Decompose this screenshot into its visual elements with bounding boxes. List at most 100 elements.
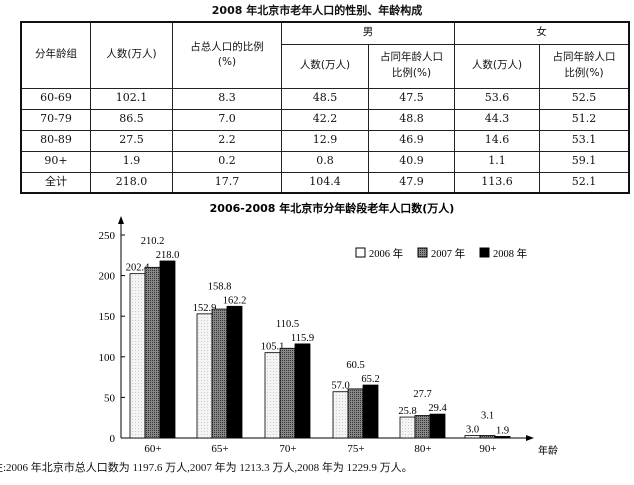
bar-value-label: 210.2 bbox=[141, 236, 165, 247]
table-cell: 44.3 bbox=[454, 108, 540, 131]
header-male-share: 占同年龄人口 比例(%) bbox=[368, 43, 455, 89]
x-tick-label: 80+ bbox=[414, 443, 431, 455]
table-cell: 8.3 bbox=[172, 87, 282, 110]
header-male-share-line1: 占同年龄人口 bbox=[380, 51, 443, 64]
bar bbox=[429, 413, 446, 439]
bar bbox=[279, 347, 296, 439]
table-title: 2008 年北京市老年人口的性别、年龄构成 bbox=[211, 4, 423, 17]
header-female-share: 占同年龄人口 比例(%) bbox=[539, 43, 630, 89]
x-tick-label: 75+ bbox=[347, 443, 364, 455]
header-share-total-line2: (%) bbox=[217, 56, 237, 69]
bar bbox=[129, 273, 146, 439]
table-cell: 40.9 bbox=[368, 150, 455, 173]
population-table: 分年龄组 人数(万人) 占总人口的比例 (%) 男 女 人数(万人) 占同年龄人口… bbox=[20, 21, 630, 194]
header-count: 人数(万人) bbox=[90, 21, 173, 89]
bar-value-label: 105.1 bbox=[261, 342, 285, 353]
bar bbox=[332, 391, 349, 439]
table-cell: 12.9 bbox=[281, 129, 369, 152]
table-cell: 1.9 bbox=[90, 150, 173, 173]
bar bbox=[294, 343, 311, 439]
table-row: 80-89 27.5 2.2 12.9 46.9 14.6 53.1 bbox=[20, 129, 630, 152]
table-cell: 7.0 bbox=[172, 108, 282, 131]
table-cell: 80-89 bbox=[20, 129, 91, 152]
table-cell: 1.1 bbox=[454, 150, 540, 173]
x-axis-label: 年龄 bbox=[538, 444, 558, 457]
table-cell: 90+ bbox=[20, 150, 91, 173]
legend-swatch bbox=[355, 247, 366, 258]
table-cell: 47.5 bbox=[368, 87, 455, 110]
bar bbox=[196, 313, 213, 439]
table-cell: 60-69 bbox=[20, 87, 91, 110]
bar-value-label: 1.9 bbox=[496, 425, 509, 436]
table-cell: 0.2 bbox=[172, 150, 282, 173]
bar bbox=[211, 308, 228, 439]
bar bbox=[347, 388, 364, 439]
table-row: 70-79 86.5 7.0 42.2 48.8 44.3 51.2 bbox=[20, 108, 630, 131]
header-age-group: 分年龄组 bbox=[20, 21, 91, 89]
bar-value-label: 158.8 bbox=[208, 281, 232, 292]
table-cell: 46.9 bbox=[368, 129, 455, 152]
table-row: 60-69 102.1 8.3 48.5 47.5 53.6 52.5 bbox=[20, 87, 630, 110]
x-tick-label: 65+ bbox=[211, 443, 228, 455]
table-cell: 59.1 bbox=[539, 150, 630, 173]
header-share-total: 占总人口的比例 (%) bbox=[172, 21, 282, 89]
legend-swatch bbox=[479, 247, 490, 258]
table-cell: 0.8 bbox=[281, 150, 369, 173]
table-cell: 47.9 bbox=[368, 171, 455, 194]
table-cell: 17.7 bbox=[172, 171, 282, 194]
bar-value-label: 3.0 bbox=[466, 425, 479, 436]
header-female-count: 人数(万人) bbox=[454, 43, 540, 89]
bar bbox=[464, 435, 481, 439]
header-share-total-line1: 占总人口的比例 bbox=[190, 40, 264, 53]
bar-value-label: 60.5 bbox=[346, 360, 364, 371]
bar bbox=[399, 416, 416, 439]
y-axis-arrow bbox=[118, 216, 124, 224]
x-tick-label: 70+ bbox=[279, 443, 296, 455]
table-cell: 53.1 bbox=[539, 129, 630, 152]
bar-value-label: 29.4 bbox=[428, 403, 447, 414]
legend-label: 2007 年 bbox=[431, 247, 465, 260]
table-cell: 104.4 bbox=[281, 171, 369, 194]
bar bbox=[414, 415, 431, 439]
y-tick-label: 250 bbox=[99, 230, 116, 242]
header-male-count: 人数(万人) bbox=[281, 43, 369, 89]
table-cell: 全计 bbox=[20, 171, 91, 194]
bar-value-label: 3.1 bbox=[481, 410, 494, 421]
bar-value-label: 27.7 bbox=[413, 389, 431, 400]
table-cell: 86.5 bbox=[90, 108, 173, 131]
x-tick-label: 60+ bbox=[144, 443, 161, 455]
table-row: 全计 218.0 17.7 104.4 47.9 113.6 52.1 bbox=[20, 171, 630, 194]
table-cell: 27.5 bbox=[90, 129, 173, 152]
table-cell: 51.2 bbox=[539, 108, 630, 131]
chart-title: 2006-2008 年北京市分年龄段老年人口数(万人) bbox=[210, 201, 455, 215]
bar-value-label: 65.2 bbox=[361, 374, 379, 385]
table-cell: 53.6 bbox=[454, 87, 540, 110]
bar-value-label: 152.9 bbox=[193, 303, 217, 314]
x-axis-arrow bbox=[526, 435, 534, 441]
bar-value-label: 57.0 bbox=[331, 381, 349, 392]
bar-value-label: 25.8 bbox=[398, 406, 416, 417]
table-cell: 48.5 bbox=[281, 87, 369, 110]
y-tick-label: 50 bbox=[104, 392, 116, 404]
legend-swatch bbox=[417, 247, 428, 258]
table-cell: 102.1 bbox=[90, 87, 173, 110]
bar bbox=[479, 435, 496, 439]
table-cell: 113.6 bbox=[454, 171, 540, 194]
header-female-share-line1: 占同年龄人口 bbox=[552, 51, 616, 64]
bar-value-label: 218.0 bbox=[156, 250, 180, 261]
y-tick-label: 0 bbox=[110, 433, 116, 445]
bar-chart: 2006-2008 年北京市分年龄段老年人口数(万人) 0 50 100 150 200 2… bbox=[99, 201, 559, 457]
bar-value-label: 202.4 bbox=[126, 263, 150, 274]
y-tick-label: 150 bbox=[99, 311, 116, 323]
bar-value-label: 110.5 bbox=[276, 319, 299, 330]
bar-value-label: 115.9 bbox=[291, 333, 314, 344]
table-cell: 14.6 bbox=[454, 129, 540, 152]
table-cell: 52.1 bbox=[539, 171, 630, 194]
table-cell: 2.2 bbox=[172, 129, 282, 152]
bar bbox=[159, 260, 176, 439]
bar bbox=[494, 436, 511, 439]
bar bbox=[226, 305, 243, 439]
table-cell: 52.5 bbox=[539, 87, 630, 110]
legend-label: 2006 年 bbox=[369, 247, 403, 260]
header-female-share-line2: 比例(%) bbox=[564, 67, 604, 79]
